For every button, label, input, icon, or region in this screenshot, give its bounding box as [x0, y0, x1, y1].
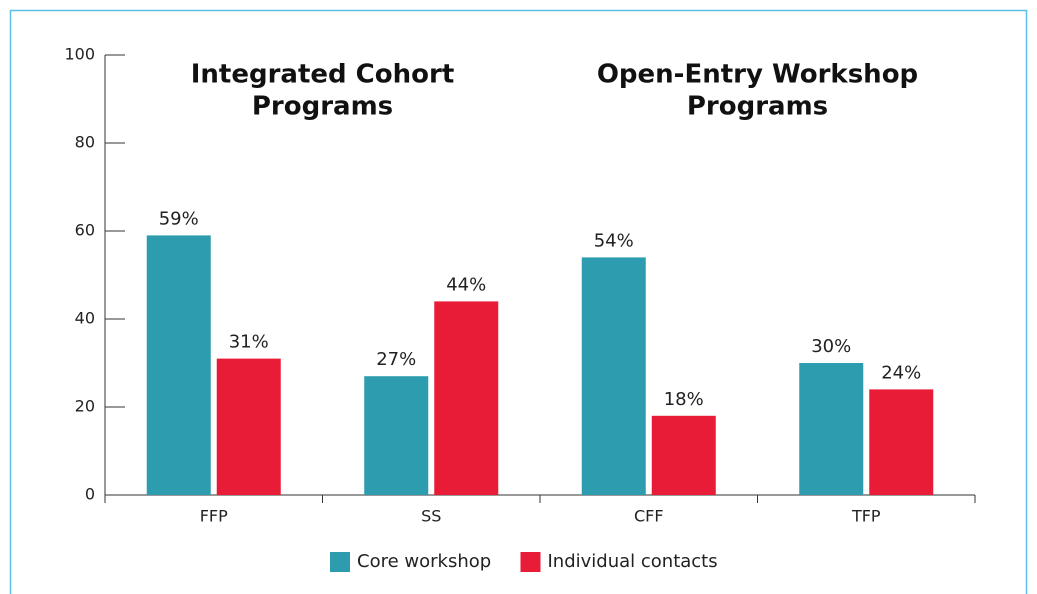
value-label: 54% — [594, 230, 634, 251]
y-tick-label: 100 — [64, 45, 95, 64]
bar — [364, 376, 429, 495]
value-label: 18% — [664, 389, 704, 410]
bar — [146, 235, 211, 495]
bar — [216, 358, 281, 495]
y-tick-label: 60 — [75, 221, 95, 240]
x-tick-label: CFF — [634, 507, 664, 526]
value-label: 24% — [881, 362, 921, 383]
y-tick-label: 20 — [75, 397, 95, 416]
legend-label: Core workshop — [357, 551, 491, 572]
y-tick-label: 0 — [85, 485, 95, 504]
group-title: Open-Entry Workshop — [597, 60, 918, 90]
value-label: 31% — [229, 332, 269, 353]
legend-swatch — [330, 552, 350, 572]
bar — [581, 257, 646, 495]
frame — [9, 9, 1028, 594]
x-tick-label: FFP — [200, 507, 228, 526]
group-title: Programs — [252, 92, 393, 122]
group-title: Programs — [687, 92, 828, 122]
bar — [799, 363, 864, 495]
bar — [651, 415, 716, 495]
x-tick-label: SS — [421, 507, 441, 526]
legend-swatch — [520, 552, 541, 572]
x-tick-label: TFP — [851, 507, 881, 526]
y-tick-label: 40 — [75, 309, 95, 328]
value-label: 30% — [811, 336, 851, 357]
bar — [869, 389, 934, 495]
value-label: 27% — [376, 349, 416, 370]
value-label: 59% — [159, 208, 199, 229]
group-title: Integrated Cohort — [191, 60, 455, 90]
value-label: 44% — [446, 274, 486, 295]
bar — [434, 301, 499, 495]
y-tick-label: 80 — [75, 133, 95, 152]
legend-label: Individual contacts — [548, 551, 718, 572]
